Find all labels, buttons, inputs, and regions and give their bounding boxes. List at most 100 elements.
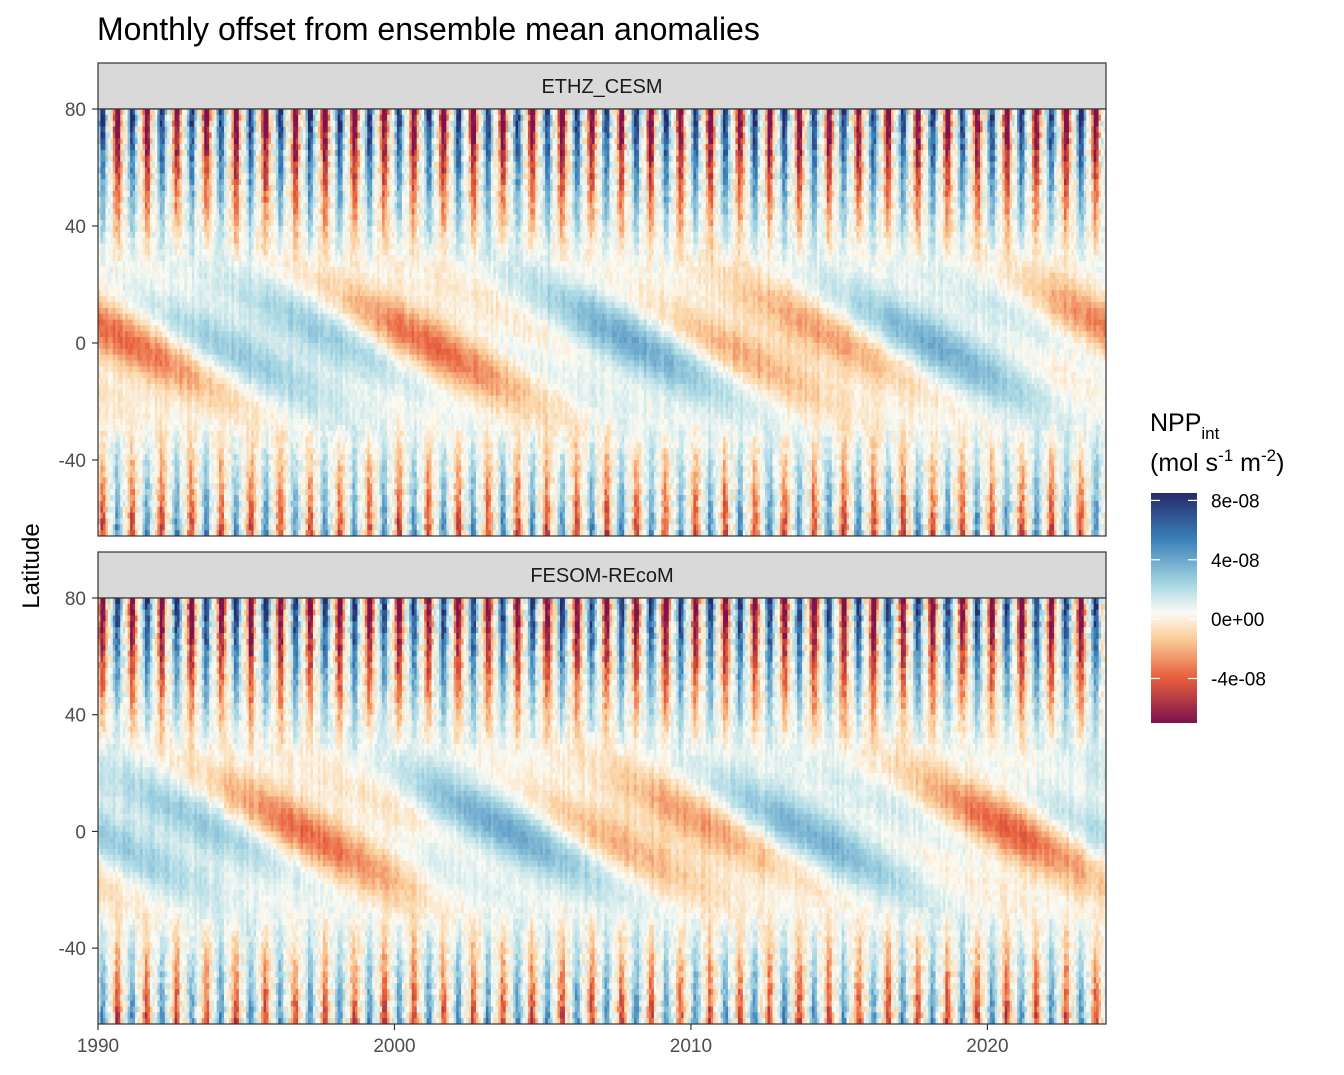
heatmap-cell <box>147 524 150 530</box>
heatmap-cell <box>157 401 160 407</box>
heatmap-cell <box>184 115 187 121</box>
heatmap-cell <box>189 349 192 355</box>
heatmap-cell <box>110 366 113 372</box>
heatmap-cell <box>182 284 185 290</box>
heatmap-cell <box>170 121 173 127</box>
heatmap-cell <box>177 167 180 173</box>
heatmap-cell <box>170 384 173 390</box>
heatmap-cell <box>108 109 111 115</box>
heatmap-cell <box>118 524 121 530</box>
heatmap-cell <box>155 267 158 273</box>
heatmap-cell <box>120 524 123 530</box>
heatmap-cell <box>123 343 126 349</box>
heatmap-cell <box>128 396 131 402</box>
heatmap-cell <box>180 273 183 279</box>
heatmap-cell <box>152 478 155 484</box>
heatmap-cell <box>133 261 136 267</box>
heatmap-cell <box>152 290 155 296</box>
heatmap-cell <box>125 442 128 448</box>
heatmap-cell <box>182 431 185 437</box>
heatmap-cell <box>113 279 116 285</box>
heatmap-cell <box>115 384 118 390</box>
heatmap-cell <box>145 460 148 466</box>
heatmap-cell <box>125 290 128 296</box>
heatmap-cell <box>162 407 165 413</box>
heatmap-cell <box>172 478 175 484</box>
heatmap-cell <box>123 489 126 495</box>
heatmap-cell <box>180 296 183 302</box>
heatmap-cell <box>162 507 165 513</box>
heatmap-cell <box>147 331 150 337</box>
heatmap-cell <box>118 226 121 232</box>
heatmap-cell <box>162 431 165 437</box>
heatmap-cell <box>128 150 131 156</box>
heatmap-cell <box>110 507 113 513</box>
heatmap-cell <box>165 127 168 133</box>
heatmap-cell <box>182 472 185 478</box>
heatmap-cell <box>133 232 136 238</box>
heatmap-cell <box>138 109 141 115</box>
heatmap-cell <box>108 518 111 524</box>
heatmap-cell <box>130 208 133 214</box>
heatmap-cell <box>140 425 143 431</box>
heatmap-cell <box>110 232 113 238</box>
heatmap-cell <box>140 302 143 308</box>
heatmap-cell <box>128 226 131 232</box>
heatmap-cell <box>142 337 145 343</box>
heatmap-cell <box>125 203 128 209</box>
heatmap-cell <box>120 454 123 460</box>
heatmap-cell <box>184 167 187 173</box>
heatmap-cell <box>115 296 118 302</box>
heatmap-cell <box>175 454 178 460</box>
heatmap-cell <box>155 442 158 448</box>
heatmap-cell <box>147 407 150 413</box>
heatmap-cell <box>135 238 138 244</box>
heatmap-cell <box>128 109 131 115</box>
heatmap-cell <box>167 214 170 220</box>
heatmap-cell <box>133 273 136 279</box>
heatmap-cell <box>145 138 148 144</box>
heatmap-cell <box>155 308 158 314</box>
heatmap-cell <box>177 173 180 179</box>
heatmap-cell <box>147 320 150 326</box>
heatmap-cell <box>125 302 128 308</box>
heatmap-cell <box>160 524 163 530</box>
heatmap-cell <box>189 273 192 279</box>
heatmap-cell <box>103 156 106 162</box>
heatmap-cell <box>105 191 108 197</box>
heatmap-cell <box>187 302 190 308</box>
heatmap-cell <box>115 349 118 355</box>
heatmap-cell <box>142 401 145 407</box>
heatmap-cell <box>172 220 175 226</box>
heatmap-cell <box>105 349 108 355</box>
heatmap-cell <box>152 267 155 273</box>
heatmap-cell <box>189 232 192 238</box>
heatmap-cell <box>177 279 180 285</box>
heatmap-cell <box>167 115 170 121</box>
heatmap-cell <box>138 325 141 331</box>
heatmap-cell <box>128 127 131 133</box>
heatmap-cell <box>125 238 128 244</box>
heatmap-cell <box>125 454 128 460</box>
heatmap-cell <box>138 173 141 179</box>
heatmap-cell <box>145 337 148 343</box>
heatmap-cell <box>118 167 121 173</box>
heatmap-cell <box>155 162 158 168</box>
heatmap-cell <box>138 331 141 337</box>
heatmap-cell <box>152 466 155 472</box>
heatmap-cell <box>123 208 126 214</box>
heatmap-cell <box>125 513 128 519</box>
heatmap-cell <box>167 302 170 308</box>
heatmap-cell <box>160 290 163 296</box>
heatmap-cell <box>105 261 108 267</box>
heatmap-cell <box>147 419 150 425</box>
heatmap-cell <box>157 489 160 495</box>
heatmap-cell <box>108 489 111 495</box>
heatmap-cell <box>133 466 136 472</box>
heatmap-cell <box>152 208 155 214</box>
heatmap-cell <box>187 127 190 133</box>
heatmap-cell <box>100 179 103 185</box>
heatmap-cell <box>172 144 175 150</box>
heatmap-cell <box>184 442 187 448</box>
heatmap-cell <box>128 343 131 349</box>
